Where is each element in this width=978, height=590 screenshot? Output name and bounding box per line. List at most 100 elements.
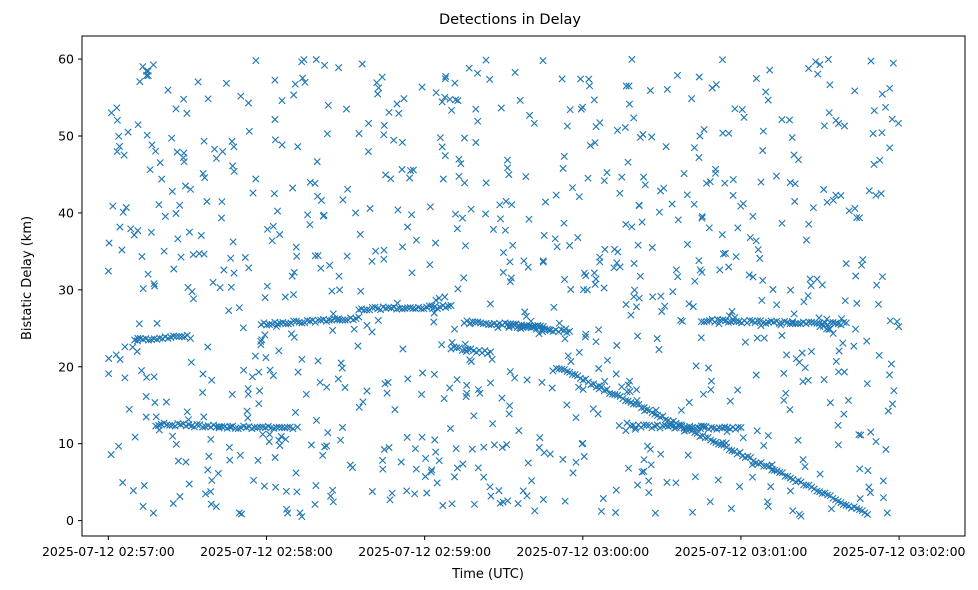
data-point <box>186 185 195 193</box>
data-point <box>241 253 249 262</box>
data-point <box>540 231 548 239</box>
data-point <box>714 476 722 484</box>
data-point <box>418 390 426 398</box>
data-point <box>311 252 319 260</box>
data-point <box>134 121 142 129</box>
data-point <box>579 385 587 393</box>
data-point <box>185 228 194 236</box>
data-point <box>858 261 866 269</box>
data-point <box>788 318 796 326</box>
data-point <box>433 479 441 487</box>
data-point <box>883 509 891 517</box>
data-point <box>550 303 558 311</box>
data-point <box>562 325 570 333</box>
data-point <box>673 71 682 79</box>
data-point <box>219 148 227 156</box>
data-point <box>672 479 680 487</box>
data-point <box>470 500 478 508</box>
y-tick-label: 50 <box>58 129 74 144</box>
data-point <box>786 116 794 124</box>
data-point <box>177 420 185 429</box>
data-point <box>329 498 337 506</box>
data-point <box>561 497 569 505</box>
data-point <box>457 160 465 168</box>
data-point <box>130 231 138 239</box>
data-point <box>807 281 815 290</box>
data-point <box>634 481 642 489</box>
data-point <box>428 466 436 474</box>
data-point <box>460 134 469 142</box>
data-point <box>270 190 278 198</box>
data-point <box>272 423 281 431</box>
data-point <box>199 388 207 397</box>
data-point <box>186 334 195 342</box>
data-point <box>225 307 233 315</box>
data-point <box>486 75 494 83</box>
data-point <box>176 492 184 501</box>
data-point <box>444 302 452 310</box>
data-point <box>634 241 642 249</box>
data-point <box>630 286 639 294</box>
data-point <box>648 133 656 141</box>
data-point <box>553 243 561 251</box>
data-point <box>243 407 251 415</box>
data-point <box>539 495 547 504</box>
data-point <box>379 456 387 464</box>
data-point <box>767 483 775 491</box>
y-tick-label: 40 <box>58 205 74 220</box>
data-point <box>155 426 163 434</box>
data-point <box>375 84 383 92</box>
data-point <box>289 425 297 433</box>
data-point <box>381 171 390 179</box>
data-point <box>421 472 429 481</box>
data-point <box>448 338 456 347</box>
data-point <box>668 200 676 208</box>
x-tick-label: 2025-07-12 02:57:00 <box>42 544 175 559</box>
data-point <box>778 469 786 477</box>
data-point <box>805 64 813 73</box>
data-point <box>228 390 236 398</box>
data-point <box>263 225 272 233</box>
data-point <box>712 81 720 89</box>
data-point <box>291 408 300 416</box>
data-point <box>365 119 373 127</box>
data-point <box>338 364 346 372</box>
data-point <box>105 354 113 363</box>
data-point <box>764 96 772 104</box>
data-point <box>678 317 686 325</box>
data-point <box>175 332 183 340</box>
data-point <box>301 78 309 86</box>
data-point <box>503 441 511 449</box>
data-point <box>658 307 666 316</box>
data-point <box>486 300 494 308</box>
data-point <box>276 230 284 239</box>
data-point <box>199 370 207 378</box>
data-point <box>507 274 515 282</box>
data-point <box>262 354 270 362</box>
data-point <box>508 201 516 209</box>
data-point <box>648 243 656 252</box>
data-point <box>515 427 523 435</box>
data-point <box>759 127 767 135</box>
data-point <box>289 184 297 192</box>
data-point <box>526 111 534 119</box>
data-point <box>640 407 649 415</box>
data-point <box>328 287 336 295</box>
data-point <box>688 508 697 516</box>
data-point <box>548 384 556 392</box>
data-point <box>184 416 193 424</box>
data-point <box>388 489 396 497</box>
data-point <box>113 116 121 124</box>
data-point <box>866 489 874 497</box>
data-point <box>136 78 144 86</box>
y-tick-label: 0 <box>66 513 74 528</box>
data-point <box>807 318 816 326</box>
data-point <box>458 346 466 354</box>
data-point <box>574 234 582 242</box>
data-point <box>459 460 467 468</box>
data-point <box>168 134 176 142</box>
data-point <box>825 109 833 117</box>
data-point <box>695 257 703 265</box>
data-point <box>207 435 215 443</box>
data-point <box>569 469 577 477</box>
